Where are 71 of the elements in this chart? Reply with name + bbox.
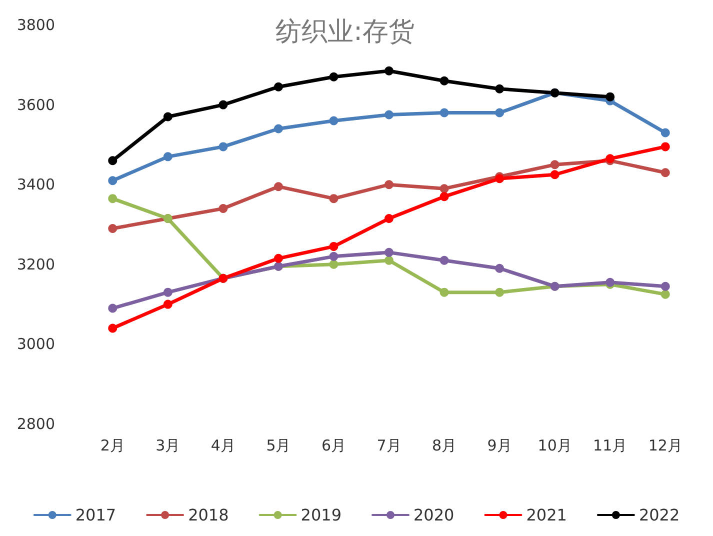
point: [660, 168, 670, 178]
point: [440, 184, 449, 194]
point: [108, 194, 118, 204]
point: [495, 108, 504, 118]
point: [329, 252, 338, 261]
point: [274, 82, 283, 92]
y-tick-label: 3200: [16, 255, 55, 274]
point: [329, 72, 338, 82]
point: [384, 110, 394, 120]
legend-label: 2018: [188, 506, 229, 524]
point: [218, 142, 228, 152]
point: [218, 204, 228, 214]
point: [660, 282, 670, 291]
legend-label: 2020: [414, 506, 454, 524]
point: [274, 124, 283, 134]
x-tick-label: 8月: [432, 436, 457, 454]
x-tick-label: 3月: [156, 436, 180, 454]
point: [550, 160, 560, 170]
point: [606, 92, 615, 102]
point: [495, 264, 504, 273]
point: [108, 324, 118, 333]
x-tick-label: 5月: [266, 436, 291, 454]
y-tick-label: 2800: [16, 415, 55, 433]
legend-label: 2019: [300, 506, 342, 524]
x-tick-label: 9月: [487, 436, 512, 454]
point: [440, 108, 449, 118]
point: [384, 248, 394, 257]
point: [329, 194, 338, 204]
point: [660, 290, 670, 299]
point: [329, 242, 338, 251]
point: [550, 170, 560, 180]
y-tick-label: 3600: [16, 96, 55, 114]
legend-label: 2021: [526, 506, 567, 524]
point: [660, 142, 670, 152]
x-tick-label: 4月: [210, 436, 236, 454]
point: [218, 100, 228, 110]
point: [274, 254, 283, 263]
point: [384, 256, 394, 265]
point: [440, 76, 449, 86]
x-tick-label: 10月: [538, 436, 572, 454]
point: [108, 156, 118, 166]
point: [329, 116, 338, 126]
y-tick-label: 3800: [16, 16, 55, 34]
point: [384, 214, 394, 224]
point: [163, 288, 172, 297]
point: [163, 112, 172, 122]
y-tick-label: 3000: [16, 335, 55, 354]
point: [495, 288, 504, 297]
point: [274, 182, 283, 192]
point: [329, 260, 338, 269]
x-tick-label: 6月: [321, 436, 346, 454]
legend-label: 2017: [75, 506, 116, 524]
point: [163, 152, 172, 162]
point: [660, 128, 670, 138]
point: [108, 176, 118, 186]
point: [384, 66, 394, 76]
point: [440, 256, 449, 265]
x-tick-label: 12月: [648, 436, 682, 454]
point: [440, 288, 449, 297]
point: [440, 192, 449, 202]
point: [495, 84, 504, 94]
point: [384, 180, 394, 190]
x-tick-label: 11月: [593, 436, 628, 454]
y-tick-label: 3400: [16, 176, 55, 194]
legend-label: 2022: [638, 506, 680, 524]
point: [108, 304, 118, 313]
x-tick-label: 2月: [100, 436, 125, 454]
point: [108, 224, 118, 233]
chart-title: 纺织业:存货: [276, 17, 414, 47]
point: [163, 300, 172, 309]
x-tick-label: 7月: [376, 436, 402, 454]
